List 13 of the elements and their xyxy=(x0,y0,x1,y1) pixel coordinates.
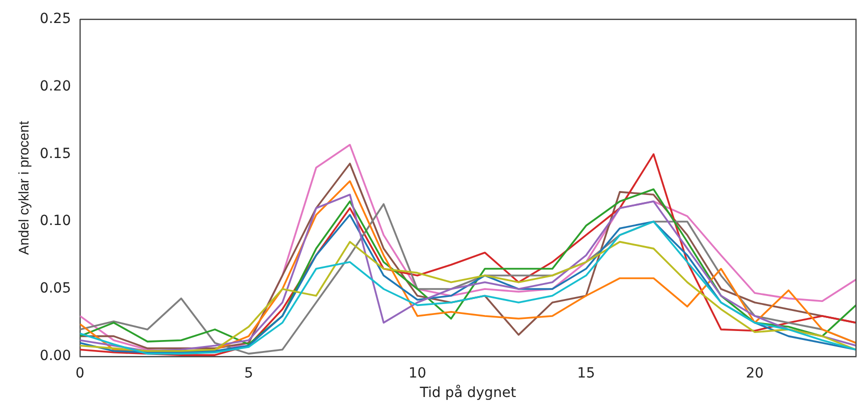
y-axis-title: Andel cyklar i procent xyxy=(15,120,32,255)
y-tick-label: 0.15 xyxy=(40,146,71,162)
y-tick-label: 0.00 xyxy=(40,348,71,364)
y-tick-label: 0.20 xyxy=(40,78,71,94)
x-tick-label: 10 xyxy=(408,365,426,382)
y-tick-label: 0.25 xyxy=(40,11,71,28)
x-tick-label: 20 xyxy=(746,365,764,382)
y-tick-label: 0.10 xyxy=(40,213,71,230)
x-tick-label: 5 xyxy=(244,365,254,382)
x-tick-label: 15 xyxy=(577,365,595,382)
x-axis-title: Tid på dygnet xyxy=(418,384,517,402)
x-tick-label: 0 xyxy=(76,365,84,382)
y-tick-label: 0.05 xyxy=(40,280,71,297)
